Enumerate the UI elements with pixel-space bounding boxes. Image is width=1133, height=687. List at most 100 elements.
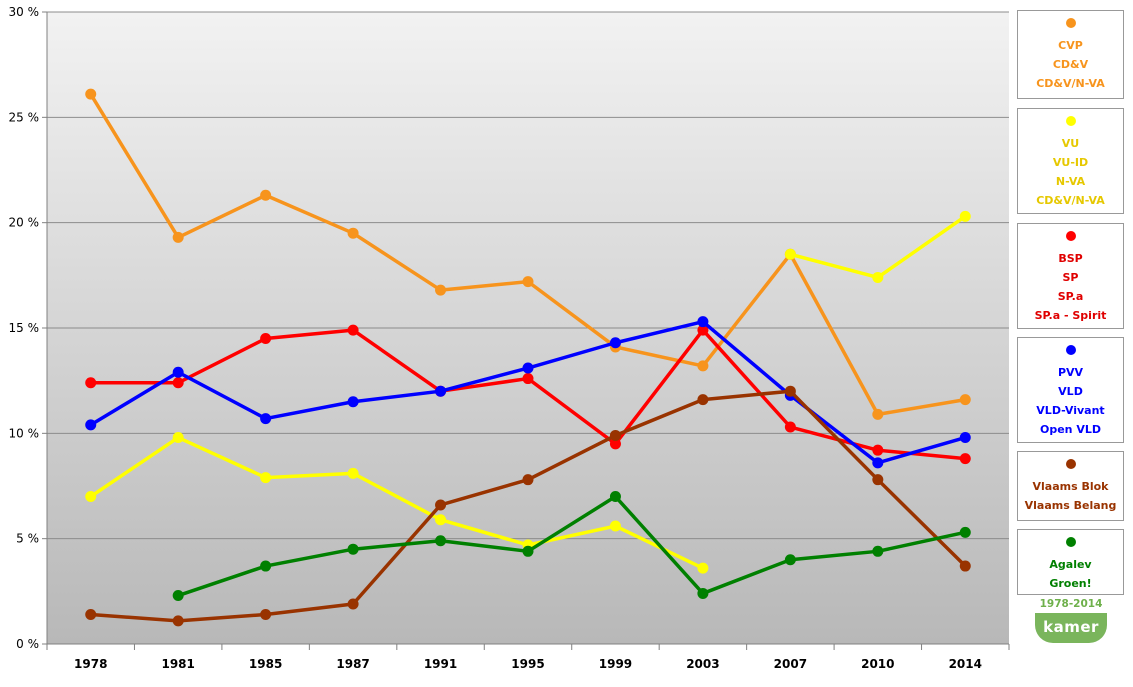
- data-point: [609, 438, 621, 450]
- legend-label: Agalev: [1049, 558, 1092, 571]
- y-tick-label: 30 %: [9, 5, 40, 19]
- data-point: [435, 284, 447, 296]
- legend-label: N-VA: [1055, 175, 1086, 188]
- legend-entry-bsp: BSP SP SP.a SP.a - Spirit: [1017, 223, 1124, 329]
- data-point: [872, 271, 884, 283]
- data-point: [784, 385, 796, 397]
- x-tick-label: 2003: [686, 657, 719, 671]
- y-tick-label: 0 %: [16, 637, 39, 651]
- data-point: [784, 421, 796, 433]
- legend-label: Open VLD: [1040, 423, 1101, 436]
- data-point: [697, 324, 709, 336]
- data-point: [347, 467, 359, 479]
- series-line: [176, 494, 968, 598]
- data-point: [784, 554, 796, 566]
- legend-entry-vu: VU VU-ID N-VA CD&V/N-VA: [1017, 108, 1124, 214]
- y-tick-label: 15 %: [9, 321, 40, 335]
- data-point: [85, 377, 97, 389]
- legend-label: Vlaams Belang: [1024, 499, 1117, 512]
- legend-entry-vlaams-blok: Vlaams Blok Vlaams Belang: [1017, 451, 1124, 521]
- data-point: [260, 609, 272, 621]
- data-point: [697, 562, 709, 574]
- data-point: [172, 366, 184, 378]
- data-point: [697, 587, 709, 599]
- series-group: [172, 491, 971, 602]
- legend-label: CD&V/N-VA: [1036, 77, 1105, 90]
- data-point: [435, 499, 447, 511]
- data-point: [784, 248, 796, 260]
- data-point: [172, 377, 184, 389]
- legend-entry-pvv: PVV VLD VLD-Vivant Open VLD: [1017, 337, 1124, 443]
- data-point: [872, 444, 884, 456]
- axes: [42, 11, 1010, 650]
- legend-entry-groen: Agalev Groen!: [1017, 529, 1124, 595]
- series-group: [784, 210, 971, 283]
- x-tick-label: 1987: [336, 657, 369, 671]
- legend-label: SP: [1062, 271, 1079, 284]
- data-point: [872, 457, 884, 469]
- data-point: [872, 408, 884, 420]
- x-tick-label: 1981: [161, 657, 194, 671]
- data-point: [85, 609, 97, 621]
- data-point: [260, 413, 272, 425]
- legend-label: PVV: [1057, 366, 1084, 379]
- legend-label: VU-ID: [1052, 156, 1089, 169]
- data-point: [522, 362, 534, 374]
- data-point: [172, 615, 184, 627]
- y-tick-label: 10 %: [9, 426, 40, 440]
- data-point: [697, 316, 709, 328]
- data-point: [85, 491, 97, 503]
- legend-marker: [1065, 459, 1076, 469]
- series: [85, 88, 971, 627]
- data-point: [872, 545, 884, 557]
- data-point: [959, 560, 971, 572]
- data-point: [522, 373, 534, 385]
- x-tick-label: 1995: [511, 657, 544, 671]
- data-point: [959, 210, 971, 222]
- data-point: [347, 396, 359, 408]
- y-tick-label: 5 %: [16, 532, 39, 546]
- legend-label: Vlaams Blok: [1032, 480, 1109, 493]
- legend-label: SP.a - Spirit: [1034, 309, 1107, 322]
- data-point: [959, 394, 971, 406]
- y-tick-label: 20 %: [9, 216, 40, 230]
- legend-label: SP.a: [1057, 290, 1084, 303]
- x-tick-label: 2007: [774, 657, 807, 671]
- series-group: [85, 316, 971, 469]
- series-group: [85, 324, 971, 465]
- legend-label: Groen!: [1049, 577, 1092, 590]
- x-tick-label: 1999: [599, 657, 632, 671]
- series-line: [88, 435, 705, 570]
- legend-marker: [1065, 231, 1076, 241]
- data-point: [697, 360, 709, 372]
- data-point: [172, 590, 184, 602]
- data-point: [85, 88, 97, 100]
- data-point: [435, 514, 447, 526]
- legend-label: BSP: [1058, 252, 1083, 265]
- data-point: [347, 543, 359, 555]
- x-tick-label: 2010: [861, 657, 894, 671]
- legend-label: CD&V: [1052, 58, 1089, 71]
- legend-entry-cvp: CVP CD&V CD&V/N-VA: [1017, 10, 1124, 99]
- data-point: [347, 227, 359, 239]
- data-point: [959, 432, 971, 444]
- data-point: [435, 535, 447, 547]
- legend-label: VLD: [1058, 385, 1083, 398]
- data-point: [697, 394, 709, 406]
- data-point: [959, 453, 971, 465]
- x-tick-label: 1978: [74, 657, 107, 671]
- legend-marker: [1065, 116, 1076, 126]
- data-point: [172, 432, 184, 444]
- data-point: [172, 231, 184, 243]
- legend-label: VLD-Vivant: [1036, 404, 1105, 417]
- badge-year-range: 1978-2014: [1039, 598, 1103, 610]
- data-point: [609, 491, 621, 503]
- data-point: [435, 385, 447, 397]
- badge-label: kamer: [1035, 613, 1107, 643]
- data-point: [522, 474, 534, 486]
- data-point: [522, 545, 534, 557]
- data-point: [959, 526, 971, 538]
- data-point: [522, 276, 534, 288]
- data-point: [260, 472, 272, 484]
